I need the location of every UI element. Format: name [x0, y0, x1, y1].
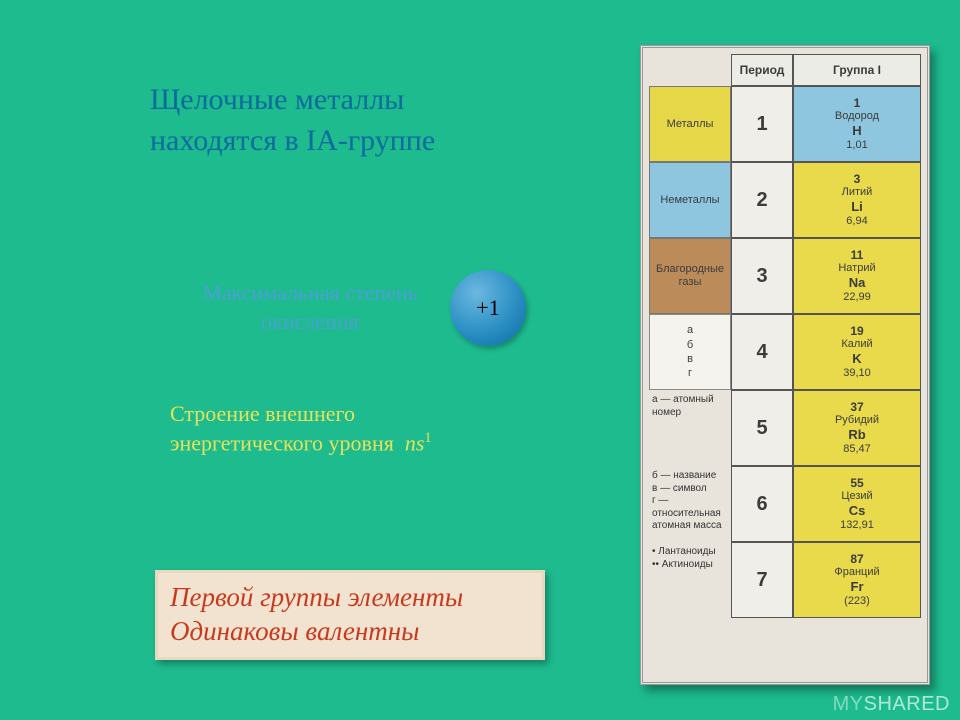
pt-period-cell: 1: [731, 86, 793, 162]
structure-line1: Строение внешнего: [170, 401, 355, 426]
slide-root: Щелочные металлы находятся в IA-группе М…: [0, 0, 960, 720]
pt-legend-cell: Благородные газы: [649, 238, 731, 314]
oxidation-line2: окисления: [261, 309, 359, 334]
pt-header: Период Группа I: [649, 54, 921, 86]
pt-period-cell: 6: [731, 466, 793, 542]
oxidation-label: Максимальная степень окисления: [180, 279, 440, 336]
oxidation-value: +1: [476, 295, 499, 321]
pt-element-cell: 1ВодородH1,01: [793, 86, 921, 162]
oxidation-row: Максимальная степень окисления +1: [180, 270, 526, 346]
pt-period-cell: 5: [731, 390, 793, 466]
pt-row: а — атомный номер537РубидийRb85,47: [649, 390, 921, 466]
pt-element-cell: 37РубидийRb85,47: [793, 390, 921, 466]
structure-formula-sup: 1: [424, 430, 431, 446]
watermark: MYSHARED: [833, 693, 950, 716]
oxidation-circle: +1: [450, 270, 526, 346]
structure-formula-base: ns: [405, 430, 425, 455]
watermark-shared: SHARED: [864, 693, 950, 715]
pt-header-group: Группа I: [793, 54, 921, 86]
pt-abv-cell: абвг: [649, 314, 731, 390]
periodic-panel: Период Группа I Металлы11ВодородH1,01Нем…: [640, 45, 930, 685]
pt-row: Неметаллы23ЛитийLi6,94: [649, 162, 921, 238]
title-line1: Щелочные металлы: [150, 83, 404, 116]
pt-period-cell: 7: [731, 542, 793, 618]
slide-title: Щелочные металлы находятся в IA-группе: [150, 80, 435, 161]
pt-legend-text: а — атомный номер: [649, 390, 731, 466]
bottom-box: Первой группы элементы Одинаковы валентн…: [155, 570, 545, 660]
structure-line2: энергетического уровня: [170, 430, 394, 455]
pt-header-spacer: [649, 54, 731, 86]
pt-row: Металлы11ВодородH1,01: [649, 86, 921, 162]
pt-element-cell: 3ЛитийLi6,94: [793, 162, 921, 238]
title-line2: находятся в IA-группе: [150, 124, 435, 157]
pt-row: Благородные газы311НатрийNa22,99: [649, 238, 921, 314]
pt-element-cell: 19КалийK39,10: [793, 314, 921, 390]
pt-row: абвг419КалийK39,10: [649, 314, 921, 390]
pt-header-period: Период: [731, 54, 793, 86]
pt-legend-text: • Лантаноиды•• Актиноиды: [649, 542, 731, 618]
structure-label: Строение внешнего энергетического уровня…: [170, 400, 432, 458]
bottom-line1: Первой группы элементы: [170, 581, 530, 615]
pt-period-cell: 4: [731, 314, 793, 390]
pt-row: • Лантаноиды•• Актиноиды787ФранцийFr(223…: [649, 542, 921, 618]
pt-period-cell: 2: [731, 162, 793, 238]
pt-element-cell: 11НатрийNa22,99: [793, 238, 921, 314]
pt-body: Металлы11ВодородH1,01Неметаллы23ЛитийLi6…: [649, 86, 921, 618]
pt-legend-cell: Металлы: [649, 86, 731, 162]
pt-legend-cell: Неметаллы: [649, 162, 731, 238]
oxidation-line1: Максимальная степень: [202, 280, 417, 305]
bottom-line2: Одинаковы валентны: [170, 615, 530, 649]
pt-row: б — названиев — символг — относительная …: [649, 466, 921, 542]
pt-period-cell: 3: [731, 238, 793, 314]
pt-element-cell: 87ФранцийFr(223): [793, 542, 921, 618]
pt-legend-text: б — названиев — символг — относительная …: [649, 466, 731, 542]
pt-element-cell: 55ЦезийCs132,91: [793, 466, 921, 542]
watermark-my: MY: [833, 693, 864, 715]
